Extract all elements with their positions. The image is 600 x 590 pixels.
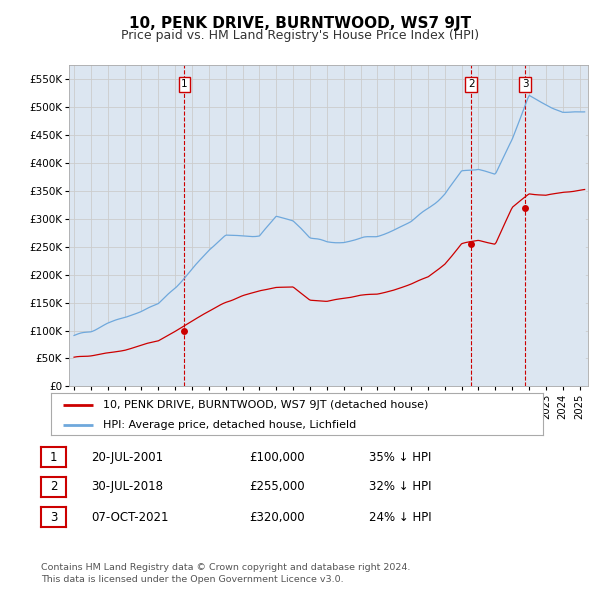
Text: £100,000: £100,000 [249,451,305,464]
Text: Price paid vs. HM Land Registry's House Price Index (HPI): Price paid vs. HM Land Registry's House … [121,30,479,42]
Text: 10, PENK DRIVE, BURNTWOOD, WS7 9JT (detached house): 10, PENK DRIVE, BURNTWOOD, WS7 9JT (deta… [103,400,428,410]
Text: 32% ↓ HPI: 32% ↓ HPI [369,480,431,493]
Text: 1: 1 [181,80,188,90]
Text: 2: 2 [468,80,475,90]
Text: HPI: Average price, detached house, Lichfield: HPI: Average price, detached house, Lich… [103,420,356,430]
Text: 07-OCT-2021: 07-OCT-2021 [91,511,169,524]
Text: 30-JUL-2018: 30-JUL-2018 [91,480,163,493]
Text: 3: 3 [50,511,57,524]
Text: 10, PENK DRIVE, BURNTWOOD, WS7 9JT: 10, PENK DRIVE, BURNTWOOD, WS7 9JT [129,16,471,31]
Text: £255,000: £255,000 [249,480,305,493]
Text: 3: 3 [522,80,529,90]
Text: 24% ↓ HPI: 24% ↓ HPI [369,511,431,524]
Text: 1: 1 [50,451,57,464]
Text: 20-JUL-2001: 20-JUL-2001 [91,451,163,464]
Text: Contains HM Land Registry data © Crown copyright and database right 2024.
This d: Contains HM Land Registry data © Crown c… [41,563,410,584]
Text: £320,000: £320,000 [249,511,305,524]
Text: 2: 2 [50,480,57,493]
Text: 35% ↓ HPI: 35% ↓ HPI [369,451,431,464]
